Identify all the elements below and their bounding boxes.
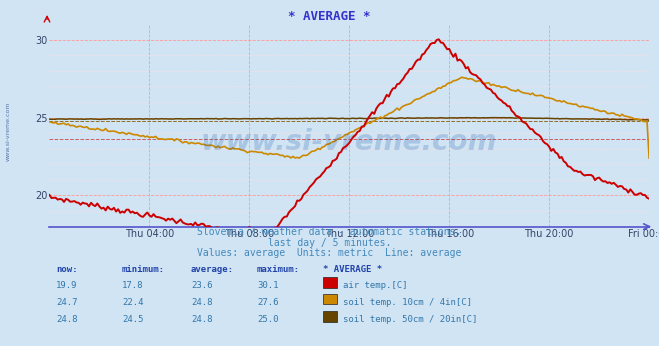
Text: average:: average: [191, 265, 234, 274]
Text: last day / 5 minutes.: last day / 5 minutes. [268, 238, 391, 248]
Text: maximum:: maximum: [257, 265, 300, 274]
Text: now:: now: [56, 265, 78, 274]
Text: www.si-vreme.com: www.si-vreme.com [5, 102, 11, 161]
Text: Slovenia / weather data - automatic stations.: Slovenia / weather data - automatic stat… [197, 227, 462, 237]
Text: 24.5: 24.5 [122, 316, 144, 325]
Text: 24.8: 24.8 [191, 316, 213, 325]
Text: 27.6: 27.6 [257, 298, 279, 307]
Text: 22.4: 22.4 [122, 298, 144, 307]
Text: soil temp. 50cm / 20in[C]: soil temp. 50cm / 20in[C] [343, 316, 477, 325]
Text: soil temp. 10cm / 4in[C]: soil temp. 10cm / 4in[C] [343, 298, 472, 307]
Text: 24.8: 24.8 [191, 298, 213, 307]
Text: 25.0: 25.0 [257, 316, 279, 325]
Text: 17.8: 17.8 [122, 281, 144, 290]
Text: 23.6: 23.6 [191, 281, 213, 290]
Text: 19.9: 19.9 [56, 281, 78, 290]
Text: minimum:: minimum: [122, 265, 165, 274]
Text: air temp.[C]: air temp.[C] [343, 281, 407, 290]
Text: * AVERAGE *: * AVERAGE * [323, 265, 382, 274]
Text: 24.7: 24.7 [56, 298, 78, 307]
Text: 30.1: 30.1 [257, 281, 279, 290]
Text: www.si-vreme.com: www.si-vreme.com [201, 128, 498, 156]
Text: Values: average  Units: metric  Line: average: Values: average Units: metric Line: aver… [197, 248, 462, 258]
Text: * AVERAGE *: * AVERAGE * [288, 10, 371, 23]
Text: 24.8: 24.8 [56, 316, 78, 325]
